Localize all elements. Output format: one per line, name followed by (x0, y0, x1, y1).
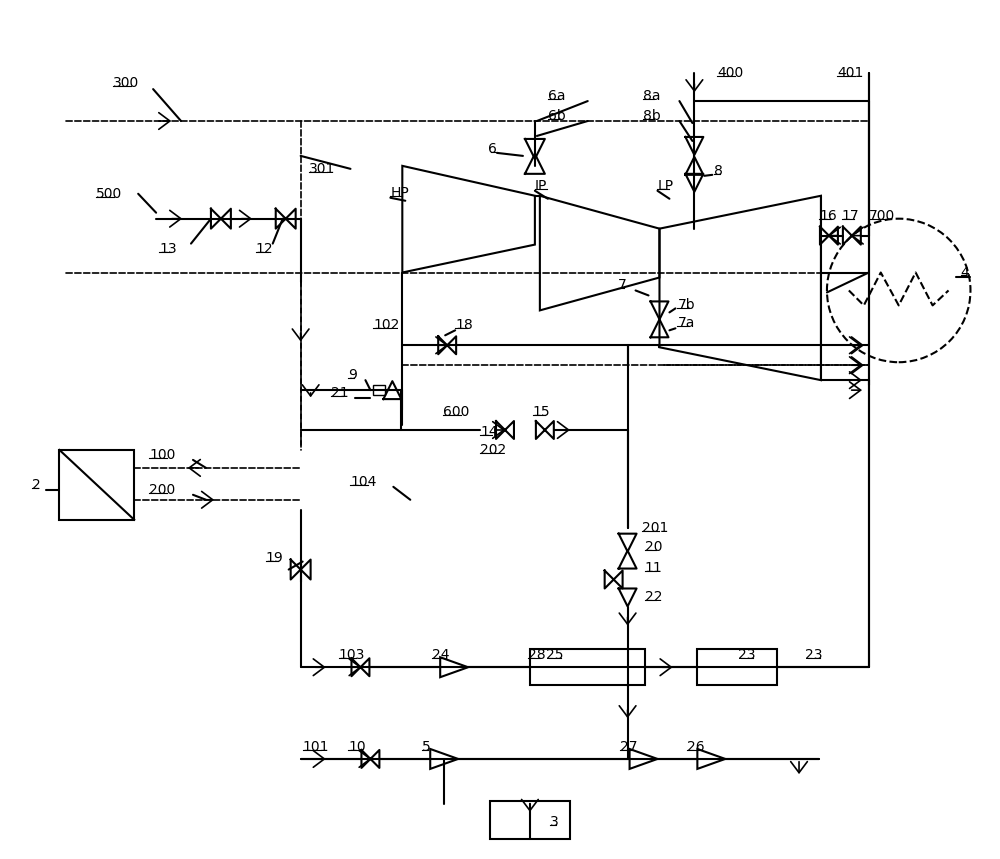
Text: 7a: 7a (677, 316, 695, 331)
Bar (530, 649, 645, 685)
Text: 700: 700 (869, 209, 895, 222)
Text: 17: 17 (842, 209, 860, 222)
Text: 5: 5 (422, 740, 431, 754)
Text: 300: 300 (113, 76, 140, 90)
Text: LP: LP (657, 179, 674, 192)
Text: 11: 11 (645, 561, 662, 575)
Text: 102: 102 (373, 319, 400, 332)
Text: 28: 28 (528, 649, 546, 662)
Bar (490, 801, 570, 838)
Text: HP: HP (390, 186, 409, 200)
Text: 6: 6 (488, 142, 497, 156)
Text: 400: 400 (717, 66, 744, 80)
Text: 9: 9 (348, 369, 357, 382)
Text: 7b: 7b (677, 298, 695, 313)
Text: 6b: 6b (548, 109, 566, 123)
Text: 27: 27 (620, 740, 637, 754)
Text: 200: 200 (149, 483, 175, 497)
Text: 7: 7 (618, 278, 626, 292)
Text: 19: 19 (266, 551, 284, 564)
Text: IP: IP (535, 179, 547, 192)
Text: 6a: 6a (548, 89, 565, 103)
Text: 100: 100 (149, 448, 176, 462)
Text: 600: 600 (443, 405, 470, 419)
Text: 16: 16 (819, 209, 837, 222)
Text: 12: 12 (256, 241, 273, 256)
Text: 201: 201 (642, 521, 668, 534)
Text: 101: 101 (303, 740, 329, 754)
Text: 3: 3 (550, 814, 559, 829)
Text: 13: 13 (159, 241, 177, 256)
Text: 8a: 8a (643, 89, 660, 103)
Text: 4: 4 (961, 265, 969, 279)
Text: 103: 103 (339, 649, 365, 662)
Text: 23: 23 (738, 649, 756, 662)
Bar (59, 450, 134, 520)
Text: 301: 301 (309, 161, 335, 176)
Text: 15: 15 (533, 405, 551, 419)
Text: 2: 2 (32, 478, 40, 492)
Text: 23: 23 (805, 649, 823, 662)
Text: 104: 104 (350, 475, 377, 489)
Text: 25: 25 (546, 649, 564, 662)
Text: 8: 8 (714, 164, 723, 178)
Text: 8b: 8b (643, 109, 660, 123)
Bar (373, 385, 385, 395)
Text: 20: 20 (645, 539, 662, 553)
Text: 14: 14 (480, 425, 498, 439)
Text: 18: 18 (455, 319, 473, 332)
Text: 401: 401 (837, 66, 863, 80)
Text: 22: 22 (645, 590, 662, 605)
Text: 10: 10 (348, 740, 366, 754)
Text: 500: 500 (96, 186, 123, 201)
Text: 202: 202 (480, 443, 506, 457)
Text: 21: 21 (331, 386, 348, 400)
Text: 26: 26 (687, 740, 705, 754)
Bar (697, 649, 777, 685)
Text: 24: 24 (432, 649, 450, 662)
